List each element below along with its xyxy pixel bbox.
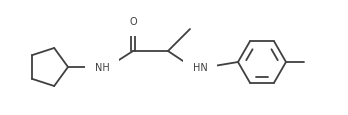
Text: NH: NH xyxy=(95,62,109,72)
Text: O: O xyxy=(129,17,137,27)
Text: HN: HN xyxy=(193,62,207,72)
